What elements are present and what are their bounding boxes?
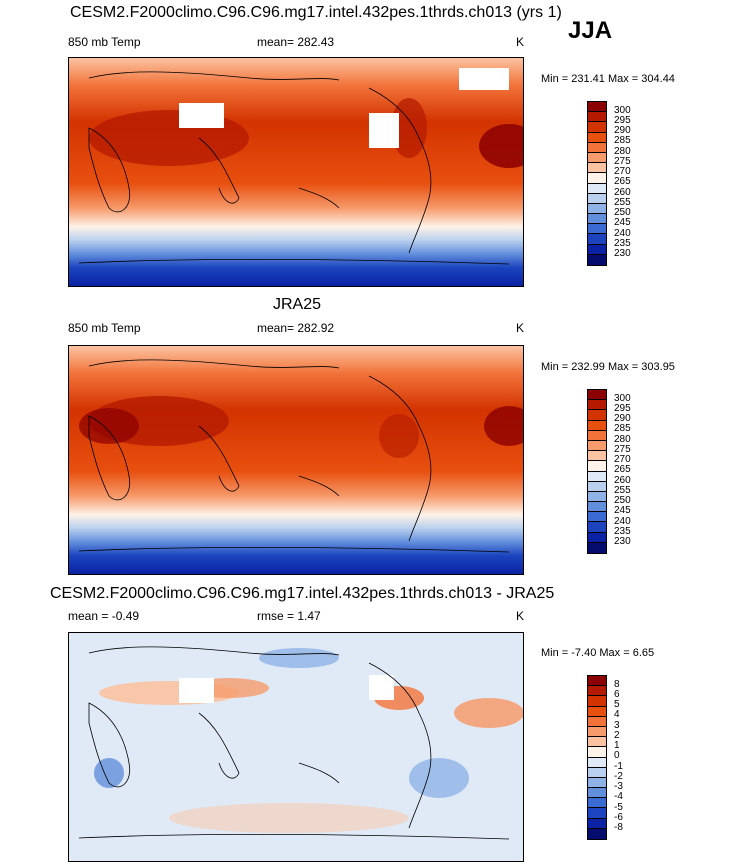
- colorbar-tick: 300: [614, 393, 631, 404]
- panel1-mean-label: mean= 282.43: [257, 35, 335, 49]
- colorbar-tick: 275: [614, 156, 631, 167]
- colorbar-tick: 285: [614, 423, 631, 434]
- colorbar-tick: 2: [614, 730, 620, 741]
- panel3-title: CESM2.F2000climo.C96.C96.mg17.intel.432p…: [50, 585, 555, 602]
- panel3-missing-region: [179, 678, 214, 703]
- colorbar-tick: 255: [614, 197, 631, 208]
- colorbar-tick: 275: [614, 444, 631, 455]
- colorbar-tick: 280: [614, 146, 631, 157]
- panel2-colorbar: [587, 389, 607, 554]
- colorbar-tick: 280: [614, 434, 631, 445]
- panel1-coastlines: [78, 71, 510, 265]
- colorbar-tick: 240: [614, 516, 631, 527]
- panel3-rmse-label: rmse = 1.47: [257, 609, 321, 623]
- colorbar-tick: 265: [614, 176, 631, 187]
- colorbar-tick: 5: [614, 699, 620, 710]
- panel3-mean-label: mean = -0.49: [68, 609, 140, 623]
- panel1-map: [68, 57, 524, 287]
- colorbar-tick: -1: [614, 761, 623, 772]
- colorbar-tick: 270: [614, 166, 631, 177]
- panel2-units-label: K: [516, 321, 525, 335]
- panel3-minmax-label: Min = -7.40 Max = 6.65: [541, 647, 655, 659]
- colorbar-tick: 295: [614, 115, 631, 126]
- panel2-title: JRA25: [273, 296, 322, 313]
- colorbar-tick: 260: [614, 475, 631, 486]
- colorbar-tick: 285: [614, 135, 631, 146]
- panel2-map: [68, 345, 524, 575]
- colorbar-tick: 6: [614, 689, 620, 700]
- colorbar-tick: 265: [614, 464, 631, 475]
- colorbar-tick: 300: [614, 105, 631, 116]
- panel3-colorbar: [587, 675, 607, 840]
- colorbar-tick: -3: [614, 781, 623, 792]
- colorbar-tick: 230: [614, 536, 631, 547]
- colorbar-tick: 250: [614, 207, 631, 218]
- panel1-missing-region: [459, 68, 509, 90]
- panel3-units-label: K: [516, 609, 525, 623]
- panel1-title: CESM2.F2000climo.C96.C96.mg17.intel.432p…: [70, 4, 562, 21]
- panel3-coastlines: [78, 646, 510, 840]
- panel2-minmax-label: Min = 232.99 Max = 303.95: [541, 361, 675, 373]
- panel2-variable-label: 850 mb Temp: [68, 321, 141, 335]
- panel2-coastlines: [78, 359, 510, 553]
- colorbar-tick: 8: [614, 679, 620, 690]
- colorbar-tick: 260: [614, 187, 631, 198]
- season-label: JJA: [568, 17, 613, 44]
- colorbar-tick: 295: [614, 403, 631, 414]
- colorbar-tick: 1: [614, 740, 620, 751]
- colorbar-tick: 290: [614, 125, 631, 136]
- colorbar-tick: 270: [614, 454, 631, 465]
- panel1-units-label: K: [516, 35, 525, 49]
- colorbar-tick: 3: [614, 720, 620, 731]
- colorbar-tick: -4: [614, 791, 623, 802]
- colorbar-tick: 240: [614, 228, 631, 239]
- colorbar-tick: 235: [614, 238, 631, 249]
- colorbar-tick: -8: [614, 822, 623, 833]
- colorbar-tick: 4: [614, 709, 620, 720]
- colorbar-tick: -2: [614, 771, 623, 782]
- colorbar-tick: 290: [614, 413, 631, 424]
- colorbar-tick: 250: [614, 495, 631, 506]
- colorbar-tick: 0: [614, 750, 620, 761]
- colorbar-tick: 245: [614, 217, 631, 228]
- panel1-minmax-label: Min = 231.41 Max = 304.44: [541, 73, 675, 85]
- panel1-colorbar: [587, 101, 607, 266]
- panel1-variable-label: 850 mb Temp: [68, 35, 141, 49]
- colorbar-tick: -6: [614, 812, 623, 823]
- colorbar-tick: 235: [614, 526, 631, 537]
- panel3-map: [68, 632, 524, 862]
- colorbar-tick: 230: [614, 248, 631, 259]
- colorbar-tick: 245: [614, 505, 631, 516]
- colorbar-tick: -5: [614, 802, 623, 813]
- colorbar-tick: 255: [614, 485, 631, 496]
- panel2-mean-label: mean= 282.92: [257, 321, 335, 335]
